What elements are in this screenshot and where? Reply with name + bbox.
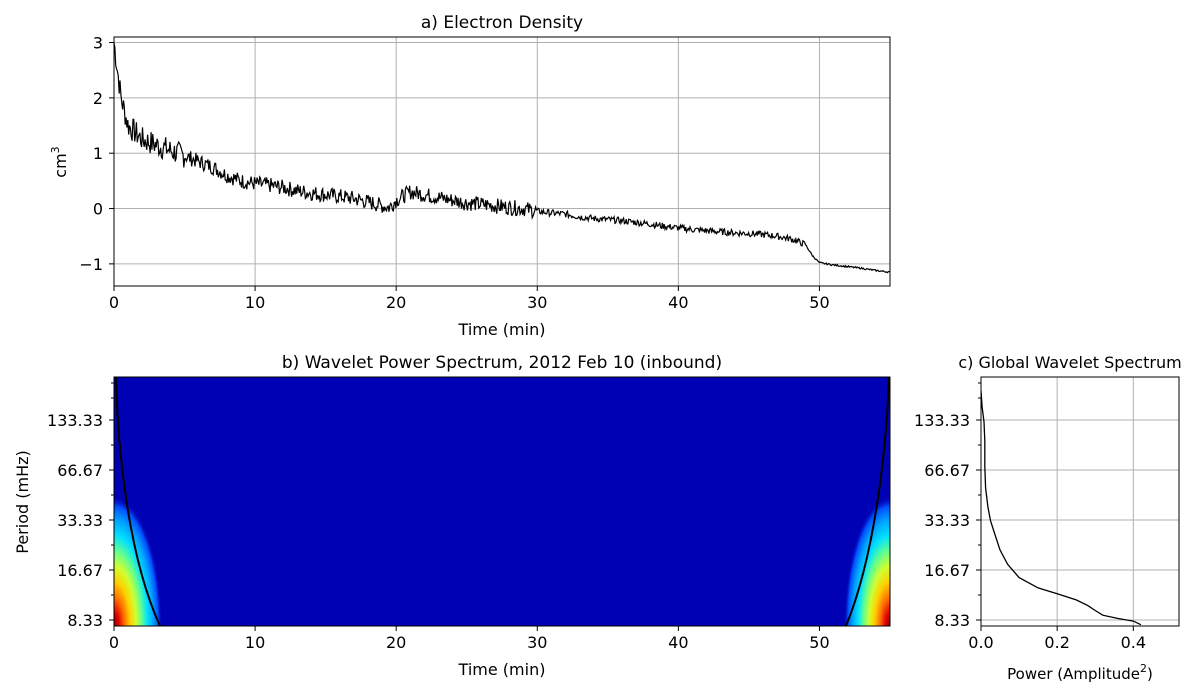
panel-a-xtick-label: 30: [527, 293, 547, 312]
panel-b-title: b) Wavelet Power Spectrum, 2012 Feb 10 (…: [282, 353, 722, 373]
panel-b-xtick-label: 10: [245, 633, 265, 652]
panel-a-xtick-label: 40: [668, 293, 688, 312]
panel-a-xtick-label: 10: [245, 293, 265, 312]
panel-b-frame: [113, 376, 891, 627]
panel-a-ytick-label: 3: [93, 34, 103, 53]
electron-density-line: [114, 42, 890, 274]
cone-of-influence-left: [115, 377, 161, 626]
panel-b-xtick-label: 0: [109, 633, 119, 652]
panel-c-ytick-label: 133.33: [914, 411, 970, 430]
panel-c-xtick-label: 0.0: [968, 633, 993, 652]
panel-a-ticks: 0 10 20 30 40 50 −1 0 1 2 3: [79, 34, 829, 312]
panel-c-xtick-label: 0.4: [1121, 633, 1146, 652]
panel-a-title: a) Electron Density: [421, 13, 583, 33]
panel-a-ytick-label: 2: [93, 89, 103, 108]
panel-b-ytick-label: 133.33: [47, 411, 103, 430]
panel-b-xtick-label: 20: [386, 633, 406, 652]
panel-a-ytick-label: 0: [93, 200, 103, 219]
panel-c-grid: [980, 377, 1179, 626]
panel-c-ytick-label: 66.67: [924, 461, 970, 480]
panel-a-xtick-label: 50: [809, 293, 829, 312]
panel-b-ytick-label: 66.67: [57, 461, 103, 480]
panel-electron-density: a) Electron Density 0 10 20 30 40 50 −1 0 1 2 3 Ti…: [49, 13, 891, 339]
panel-c-xlabel: Power (Amplitude2): [1007, 662, 1153, 683]
panel-c-ytick-label: 16.67: [924, 561, 970, 580]
panel-b-ytick-label: 33.33: [57, 511, 103, 530]
panel-a-grid: [113, 37, 890, 286]
panel-c-xtick-label: 0.2: [1044, 633, 1069, 652]
panel-wavelet-power: b) Wavelet Power Spectrum, 2012 Feb 10 (…: [13, 353, 891, 679]
panel-b-ticks: 0 10 20 30 40 50 133.33 66.67 33.33 16.67 8.33: [47, 382, 830, 652]
panel-c-frame: [980, 376, 1180, 627]
global-spectrum-line: [981, 390, 1142, 626]
panel-b-xtick-label: 40: [668, 633, 688, 652]
panel-b-xtick-label: 30: [527, 633, 547, 652]
panel-c-ytick-label: 33.33: [924, 511, 970, 530]
panel-b-xlabel: Time (min): [458, 660, 546, 679]
panel-global-wavelet: c) Global Wavelet Spectrum 0.0 0.2 0.4 133.…: [914, 353, 1182, 683]
panel-c-ytick-label: 8.33: [934, 611, 970, 630]
heatmap-background: [114, 377, 890, 626]
cone-of-influence-right: [845, 377, 890, 626]
panel-a-xtick-label: 20: [386, 293, 406, 312]
panel-c-title: c) Global Wavelet Spectrum: [958, 353, 1181, 372]
panel-b-ytick-label: 8.33: [67, 611, 103, 630]
panel-c-ticks: 0.0 0.2 0.4 133.33 66.67 33.33 16.67 8.33: [914, 382, 1146, 652]
wavelet-heatmap: [114, 377, 890, 626]
panel-a-xlabel: Time (min): [458, 320, 546, 339]
panel-b-ylabel: Period (mHz): [13, 450, 32, 553]
panel-b-ytick-label: 16.67: [57, 561, 103, 580]
panel-a-ytick-label: −1: [79, 255, 103, 274]
panel-a-ytick-label: 1: [93, 144, 103, 163]
panel-a-ylabel: cm3: [49, 146, 70, 177]
panel-a-frame: [113, 36, 891, 287]
panel-a-xtick-label: 0: [109, 293, 119, 312]
panel-b-xtick-label: 50: [809, 633, 829, 652]
